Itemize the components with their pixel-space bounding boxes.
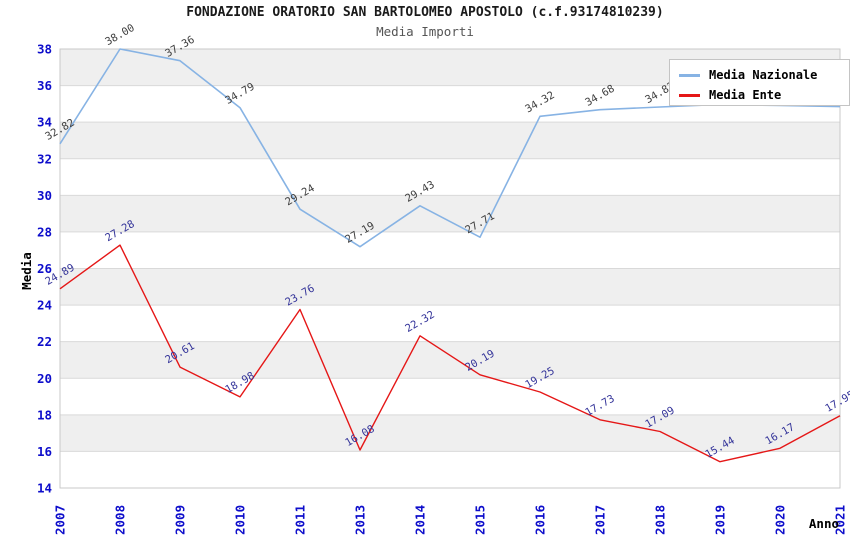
y-axis-title: Media xyxy=(19,252,34,290)
legend-item: Media Ente xyxy=(679,85,849,105)
y-tick-label: 26 xyxy=(37,261,52,276)
x-axis-title: Anno xyxy=(809,516,839,531)
y-tick-label: 36 xyxy=(37,78,52,93)
y-tick-label: 18 xyxy=(37,407,52,422)
grid-band xyxy=(60,268,840,306)
series-line xyxy=(59,244,841,463)
x-tick-label: 2011 xyxy=(293,505,308,535)
data-point-label: 34.32 xyxy=(523,89,556,115)
y-tick-label: 34 xyxy=(37,115,52,130)
legend-item: Media Nazionale xyxy=(679,65,849,85)
data-point-label: 38.00 xyxy=(103,22,136,48)
x-tick-label: 2010 xyxy=(233,505,248,535)
grid-band xyxy=(60,122,840,159)
y-tick-label: 16 xyxy=(37,444,52,459)
y-tick-label: 30 xyxy=(37,188,52,203)
x-tick-label: 2008 xyxy=(113,505,128,535)
data-point-label: 17.95 xyxy=(823,389,850,415)
x-tick-label: 2020 xyxy=(773,505,788,535)
legend-item-label: Media Ente xyxy=(709,88,782,102)
grid-band xyxy=(60,414,840,452)
x-tick-label: 2007 xyxy=(53,505,68,535)
x-tick-label: 2015 xyxy=(473,505,488,535)
y-tick-label: 28 xyxy=(37,224,52,239)
data-point-label: 34.68 xyxy=(583,83,616,109)
x-tick-label: 2016 xyxy=(533,505,548,535)
x-tick-label: 2018 xyxy=(653,505,668,535)
data-point-label: 22.32 xyxy=(403,309,436,335)
x-tick-label: 2009 xyxy=(173,505,188,535)
y-tick-label: 24 xyxy=(37,298,52,313)
y-tick-label: 22 xyxy=(37,334,52,349)
y-tick-label: 14 xyxy=(37,481,52,496)
chart-subtitle: Media Importi xyxy=(376,24,474,39)
x-tick-label: 2021 xyxy=(833,505,848,535)
chart-title: FONDAZIONE ORATORIO SAN BARTOLOMEO APOST… xyxy=(186,5,664,20)
legend: Media Nazionale Media Ente xyxy=(669,59,850,106)
plot-border xyxy=(59,48,841,489)
y-tick-label: 32 xyxy=(37,151,52,166)
legend-swatch-line-icon xyxy=(679,93,700,97)
y-tick-label: 38 xyxy=(37,42,52,57)
legend-item-label: Media Nazionale xyxy=(709,68,818,82)
y-tick-label: 20 xyxy=(37,371,52,386)
x-tick-label: 2019 xyxy=(713,505,728,535)
legend-swatch-line-icon xyxy=(679,73,700,77)
x-tick-label: 2017 xyxy=(593,505,608,535)
grid-band xyxy=(60,195,840,232)
x-tick-label: 2013 xyxy=(353,505,368,535)
x-tick-label: 2014 xyxy=(413,505,428,535)
